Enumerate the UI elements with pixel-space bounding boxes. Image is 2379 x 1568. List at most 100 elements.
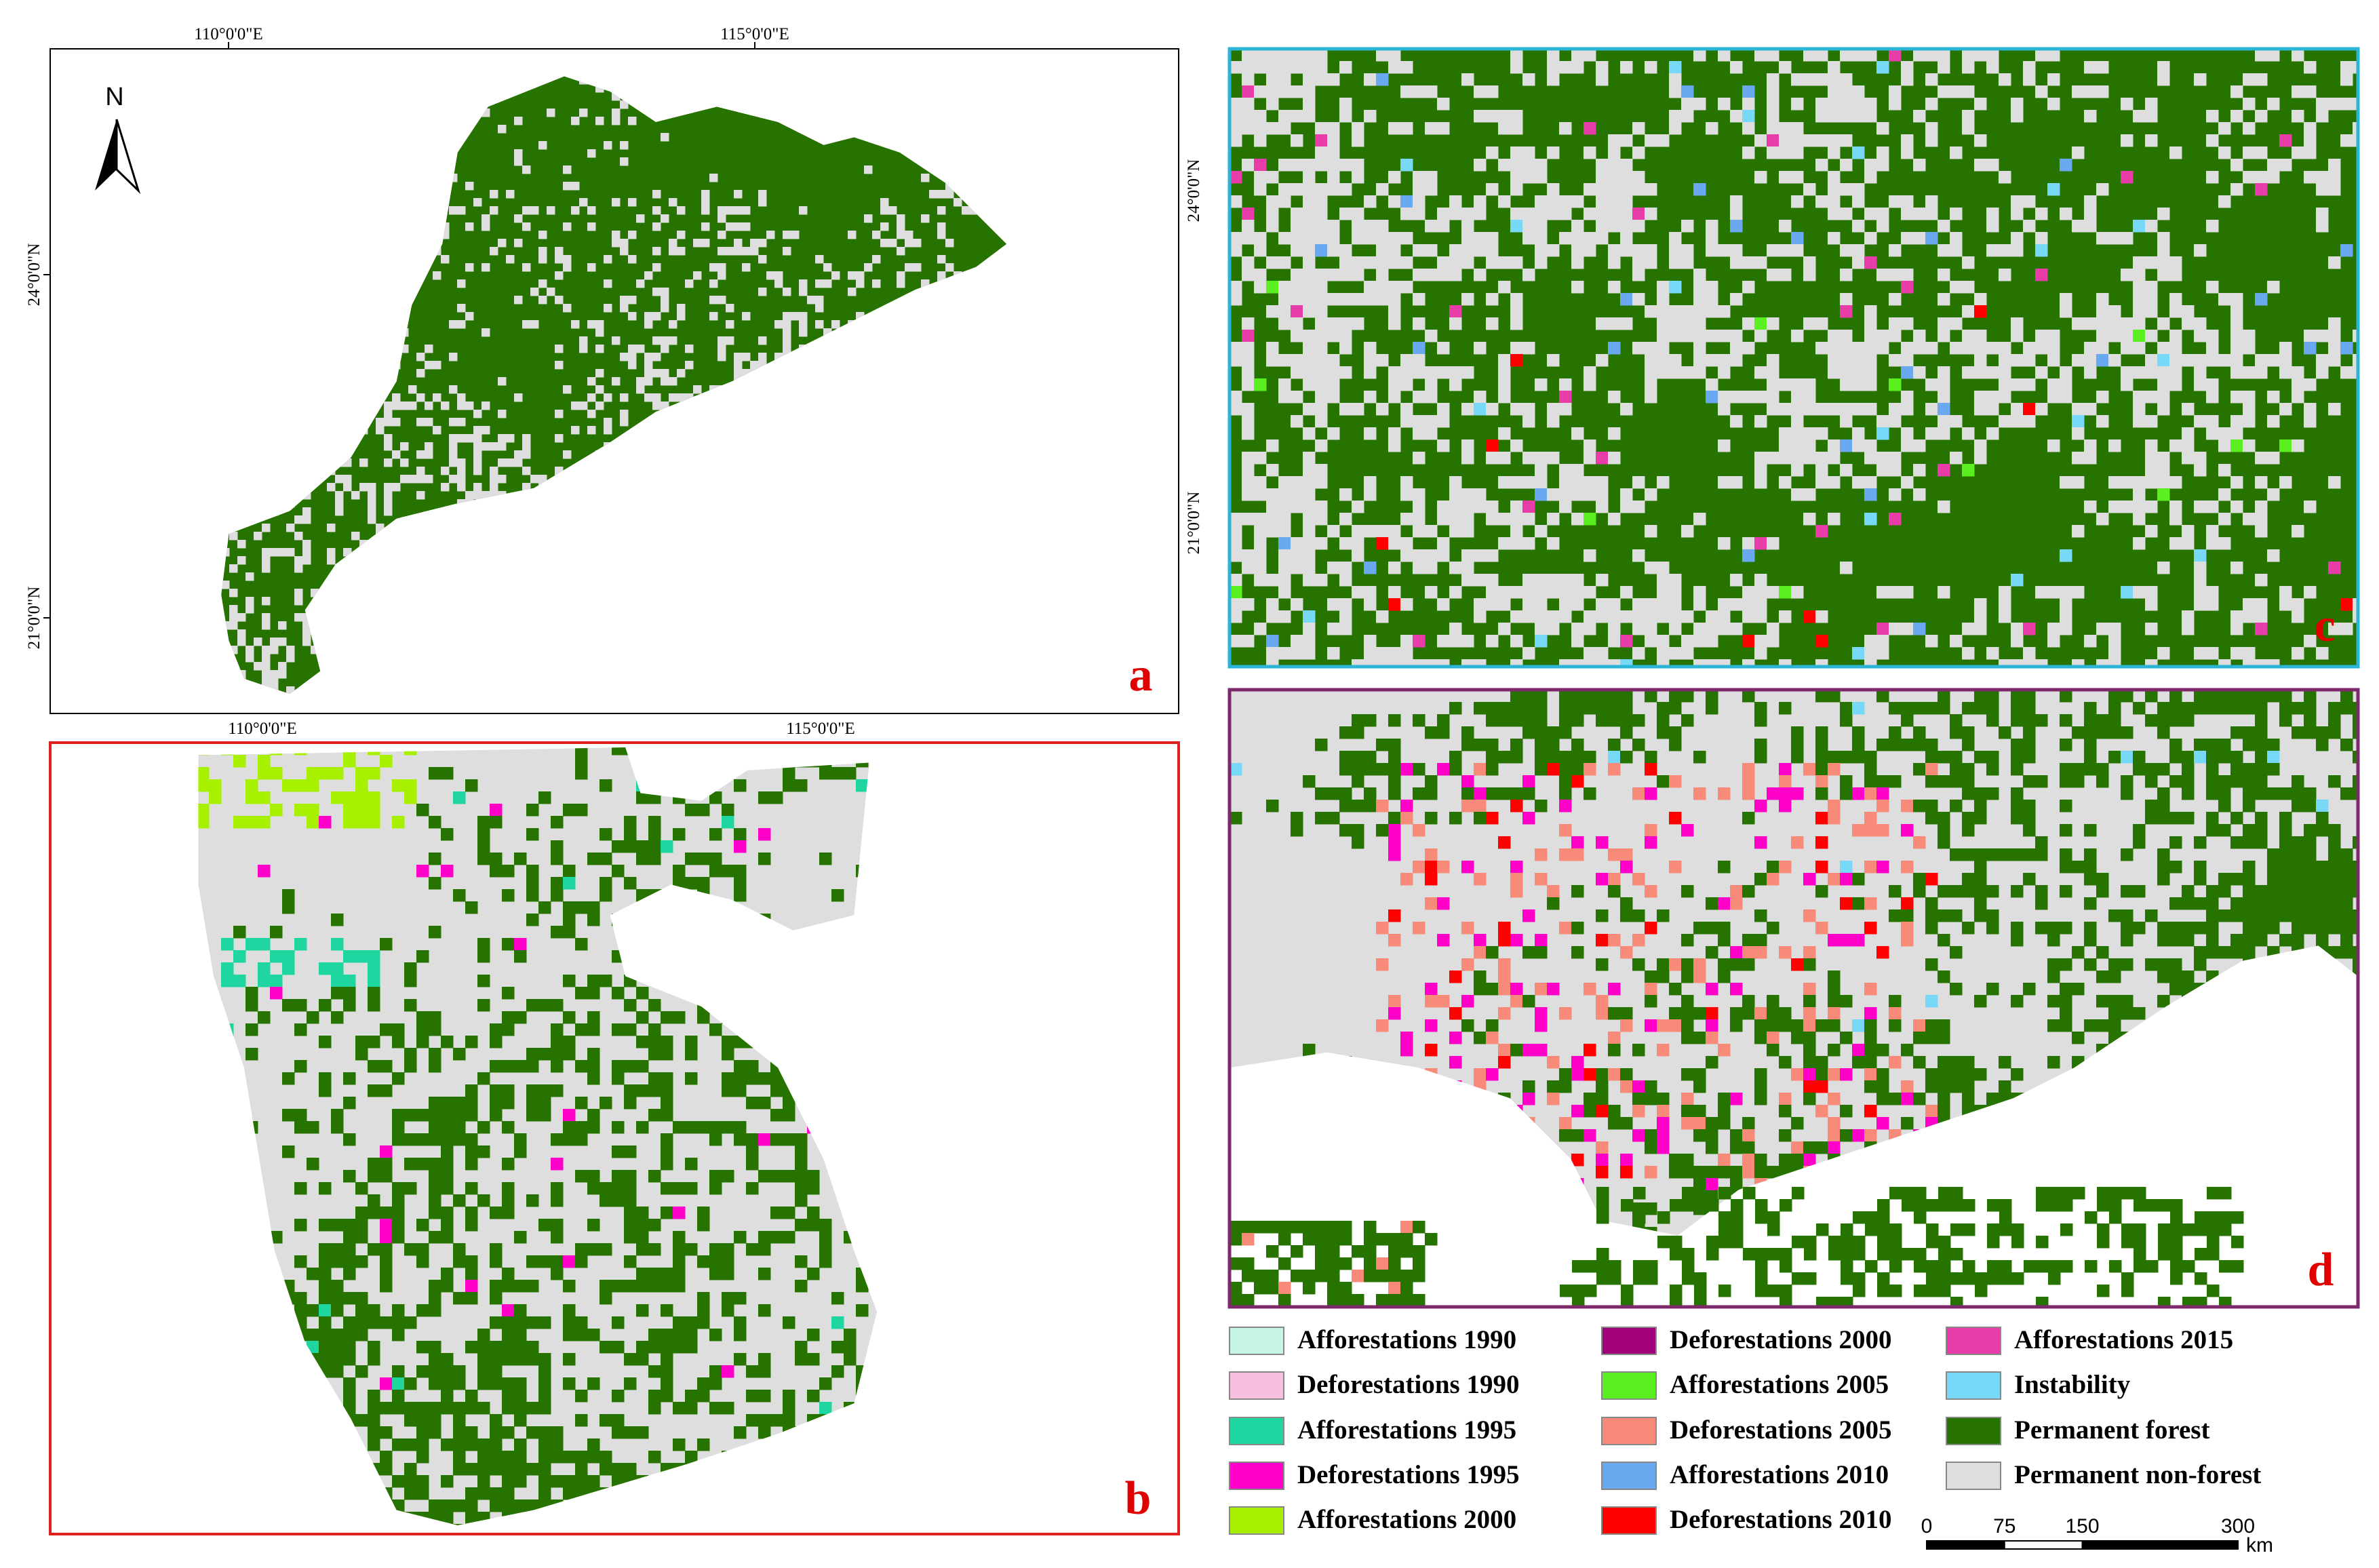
pixel [709,174,718,182]
pixel [1498,159,1511,172]
pixel [2169,342,2182,355]
pixel [587,1329,600,1341]
pixel [587,263,596,272]
pixel [575,1023,588,1036]
pixel [897,532,905,541]
pixel [563,1475,576,1488]
pixel [734,467,743,475]
pixel [380,1060,393,1073]
pixel [1498,513,1511,526]
pixel [2011,110,2024,123]
pixel [1278,525,1291,538]
pixel [888,686,897,694]
pixel [1266,501,1279,513]
pixel [2011,354,2024,367]
pixel [669,442,677,451]
pixel [868,938,878,951]
pixel [319,962,332,975]
pixel [416,1304,429,1317]
pixel [2011,574,2024,587]
pixel [498,621,507,630]
pixel [709,263,718,272]
pixel [978,133,987,142]
pixel [604,621,612,630]
pixel [1242,110,1255,123]
pixel [750,654,759,663]
pixel [1852,85,1865,98]
pixel [758,975,771,987]
pixel [774,279,783,288]
pixel [856,1036,869,1048]
pixel [587,1377,600,1390]
pixel [1620,159,1633,172]
pixel [1291,647,1303,660]
pixel [2145,452,2158,465]
pixel [2255,690,2268,703]
pixel [1718,49,1731,62]
pixel [1547,574,1560,587]
pixel [1315,476,1328,489]
pixel [465,678,474,687]
pixel [2145,476,2158,489]
pixel [209,1011,222,1024]
pixel [229,458,238,467]
pixel [1584,586,1596,599]
pixel [335,605,344,614]
pixel [807,385,816,394]
pixel [1254,171,1267,184]
pixel [1999,171,2011,184]
pixel [1461,488,1474,501]
pixel [433,556,441,565]
pixel [791,410,800,418]
pixel [1352,220,1364,233]
pixel [1950,281,1963,294]
pixel [380,1268,393,1280]
pixel [376,532,385,541]
pixel [1852,256,1865,269]
pixel [1449,513,1462,526]
pixel [465,686,474,694]
pixel [335,271,344,280]
pixel [636,279,645,288]
pixel [1852,183,1865,196]
pixel [856,483,865,492]
pixel [1669,647,1682,660]
pixel [384,507,393,516]
pixel [734,1329,747,1341]
pixel [429,1011,441,1024]
pixel [612,1280,625,1293]
pixel [1791,439,1804,452]
pixel [1315,159,1328,172]
pixel [254,369,262,378]
pixel [795,1500,808,1512]
pixel [1303,183,1316,196]
pixel [1303,513,1316,526]
pixel [335,564,344,573]
pixel [595,613,604,622]
pixel [599,1194,612,1207]
pixel [433,231,441,239]
pixel [1925,208,1938,220]
pixel [791,418,800,427]
pixel [758,239,767,248]
pixel [717,629,726,638]
pixel [661,1365,673,1378]
pixel [441,865,454,878]
pixel [986,198,995,207]
pixel [538,1097,551,1110]
pixel [262,401,271,410]
pixel [425,686,433,694]
pixel [2133,293,2146,306]
pixel [2230,85,2243,98]
pixel [198,1341,210,1354]
pixel [758,524,767,532]
pixel [575,1121,588,1134]
pixel [880,198,889,207]
pixel [1608,635,1621,648]
pixel [685,581,694,589]
pixel [1002,385,1007,394]
pixel [319,1268,332,1280]
pixel [441,572,450,581]
pixel [307,1158,319,1171]
pixel [1278,49,1291,62]
